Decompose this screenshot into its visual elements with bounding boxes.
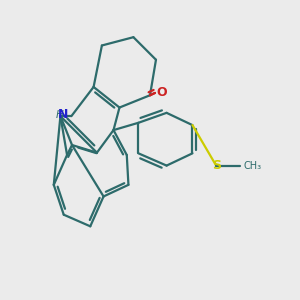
Text: H: H <box>56 110 64 120</box>
Text: O: O <box>157 86 167 99</box>
Text: CH₃: CH₃ <box>243 161 261 171</box>
Text: S: S <box>212 159 221 172</box>
Text: N: N <box>58 108 68 121</box>
